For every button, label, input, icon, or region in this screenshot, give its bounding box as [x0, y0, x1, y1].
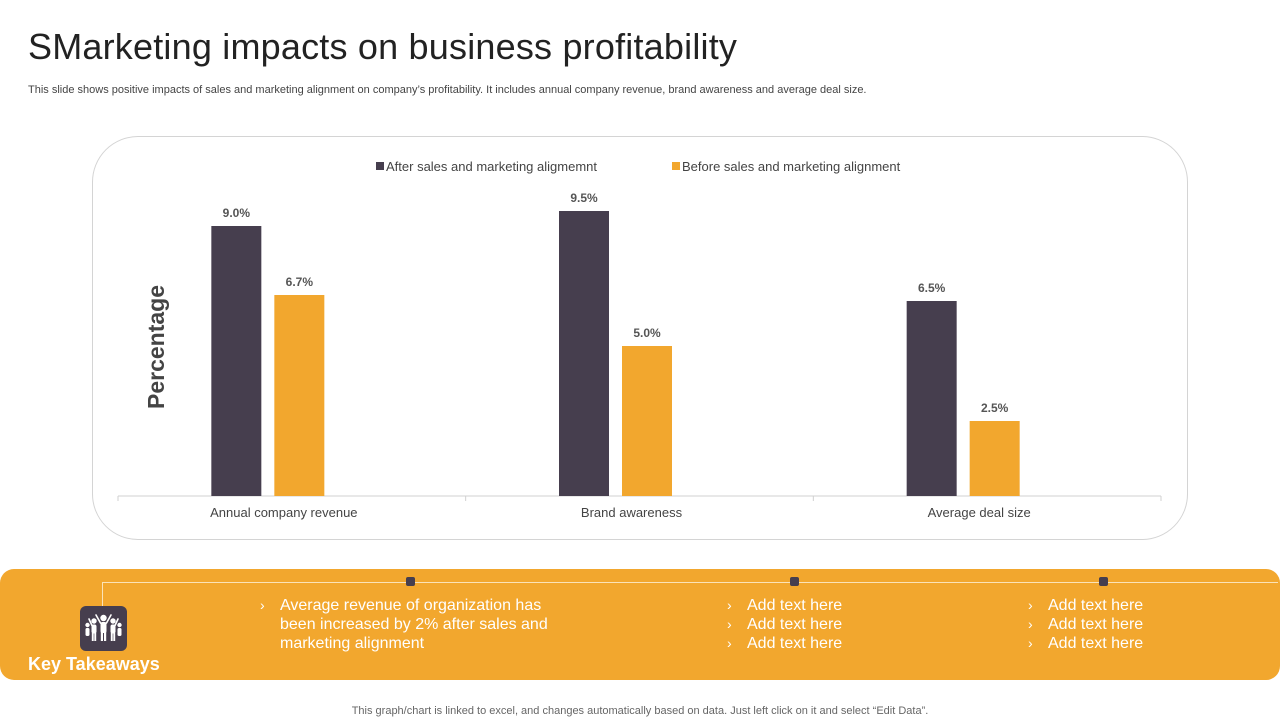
x-tick-label: Average deal size [928, 505, 1031, 520]
bar-after-3[interactable] [906, 301, 957, 496]
chevron-right-icon: › [1028, 616, 1033, 632]
data-label: 2.5% [981, 401, 1009, 415]
chevron-right-icon: › [727, 635, 732, 651]
page-subtitle: This slide shows positive impacts of sal… [28, 84, 867, 96]
key-takeaways-label: Key Takeaways [28, 654, 160, 674]
takeaway-item: › Add text here [1028, 634, 1228, 653]
bar-before-3[interactable] [969, 421, 1020, 496]
x-tick-label: Annual company revenue [210, 505, 357, 520]
legend-swatch [376, 162, 384, 170]
takeaway-item: › Add text here [727, 615, 927, 634]
takeaway-text: Add text here [747, 616, 843, 633]
takeaway-text: Add text here [1048, 597, 1144, 614]
takeaway-column-2: › Add text here › Add text here › Add te… [727, 596, 927, 653]
takeaways-connector-drop [102, 582, 103, 606]
data-label: 6.5% [918, 281, 946, 295]
footer-note: This graph/chart is linked to excel, and… [351, 705, 929, 717]
chevron-right-icon: › [727, 616, 732, 632]
chevron-right-icon: › [260, 597, 265, 613]
bar-after-1[interactable] [211, 226, 262, 496]
data-label: 5.0% [633, 326, 661, 340]
takeaway-text: Add text here [747, 597, 843, 614]
bar-after-2[interactable] [559, 211, 609, 496]
chevron-right-icon: › [1028, 597, 1033, 613]
takeaway-text: Add text here [747, 635, 843, 652]
takeaway-item: › Add text here [727, 596, 927, 615]
team-icon [80, 606, 127, 651]
takeaway-marker-3 [1099, 577, 1108, 586]
legend-entry[interactable]: After sales and marketing aligmemnt [386, 159, 597, 174]
takeaway-item: › Add text here [1028, 596, 1228, 615]
bar-chart[interactable]: 9.0% 6.7% Annual company revenue 9.5% 5.0% Br… [0, 0, 1280, 560]
legend-swatch [672, 162, 680, 170]
data-label: 9.0% [223, 206, 251, 220]
data-label: 6.7% [286, 275, 314, 289]
takeaway-text: Average revenue of organization has been… [280, 597, 548, 652]
chevron-right-icon: › [727, 597, 732, 613]
y-axis-label: Percentage [143, 285, 169, 409]
takeaway-text: Add text here [1048, 616, 1144, 633]
takeaway-text: Add text here [1048, 635, 1144, 652]
takeaway-marker-2 [790, 577, 799, 586]
legend-entry[interactable]: Before sales and marketing alignment [682, 159, 901, 174]
takeaway-item: › Average revenue of organization has be… [260, 596, 560, 653]
x-tick-label: Brand awareness [581, 505, 683, 520]
data-label: 9.5% [570, 191, 598, 205]
takeaway-column-3: › Add text here › Add text here › Add te… [1028, 596, 1228, 653]
page-title: SMarketing impacts on business profitabi… [28, 26, 738, 67]
takeaway-marker-1 [406, 577, 415, 586]
chart-frame [92, 136, 1188, 540]
key-takeaways-band [0, 569, 1280, 680]
chevron-right-icon: › [1028, 635, 1033, 651]
takeaways-connector-line [102, 582, 1278, 583]
bar-before-1[interactable] [274, 295, 325, 496]
bar-before-2[interactable] [622, 346, 672, 496]
takeaway-item: › Add text here [1028, 615, 1228, 634]
takeaway-column-1: › Average revenue of organization has be… [260, 596, 560, 653]
takeaway-item: › Add text here [727, 634, 927, 653]
